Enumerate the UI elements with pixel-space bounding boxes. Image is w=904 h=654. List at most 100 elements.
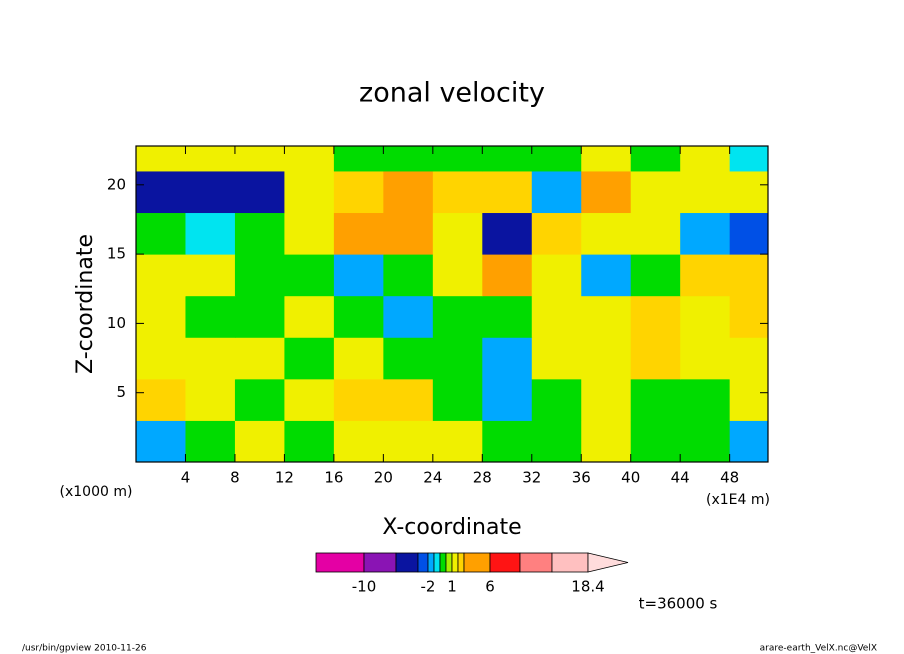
field-cell	[630, 337, 681, 380]
field-cell	[333, 146, 384, 172]
field-cell	[680, 420, 731, 462]
field-cell	[383, 295, 434, 338]
footer-left: /usr/bin/gpview 2010-11-26	[22, 644, 147, 654]
field-cell	[630, 420, 681, 462]
field-cell	[581, 337, 632, 380]
field-cell	[333, 170, 384, 214]
y-tick-label: 20	[107, 175, 126, 193]
field-cell	[234, 254, 285, 297]
x-tick-label: 28	[473, 469, 492, 487]
colorbar-segment	[427, 552, 435, 573]
colorbar-segment	[395, 552, 419, 573]
field-cell	[234, 212, 285, 255]
field-cell	[185, 420, 236, 462]
field-cell	[383, 212, 434, 255]
x-tick-label: 32	[522, 469, 541, 487]
colorbar-tick-label: -2	[421, 578, 436, 596]
field-cell	[284, 378, 335, 421]
field-cell	[284, 254, 335, 297]
field-cell	[680, 146, 731, 172]
field-cell	[581, 170, 632, 214]
colorbar-tick-label: 18.4	[571, 578, 604, 596]
field-cell	[531, 337, 582, 380]
field-cell	[185, 295, 236, 338]
field-cell	[729, 146, 768, 172]
field-cell	[333, 254, 384, 297]
field-cell	[432, 420, 483, 462]
field-cell	[185, 378, 236, 421]
colorbar-segment	[463, 552, 491, 573]
field-cell	[383, 378, 434, 421]
field-cell	[680, 254, 731, 297]
field-cell	[482, 337, 533, 380]
field-cell	[333, 337, 384, 380]
field-cell	[284, 295, 335, 338]
field-cell	[680, 378, 731, 421]
field-cell	[383, 420, 434, 462]
field-cell	[333, 378, 384, 421]
field-cell	[581, 254, 632, 297]
x-tick-label: 44	[671, 469, 690, 487]
colorbar-segment	[363, 552, 397, 573]
field-cell	[531, 170, 582, 214]
field-cell	[680, 295, 731, 338]
colorbar-tick-label: 6	[485, 578, 495, 596]
y-tick-label: 10	[107, 314, 126, 332]
field-cell	[531, 254, 582, 297]
field-cell	[531, 420, 582, 462]
field-cell	[284, 337, 335, 380]
colorbar-extension	[587, 552, 629, 573]
colorbar-segment	[433, 552, 441, 573]
y-tick-label: 5	[116, 383, 126, 401]
colorbar-segment	[445, 552, 453, 573]
colorbar-tick-label: -10	[352, 578, 377, 596]
field-cell	[581, 295, 632, 338]
field-cell	[234, 378, 285, 421]
colorbar-segment	[551, 552, 589, 573]
field-cell	[234, 337, 285, 380]
field-cell	[136, 170, 186, 214]
field-cell	[581, 378, 632, 421]
field-cell	[185, 337, 236, 380]
colorbar-segment	[417, 552, 429, 573]
field-cell	[284, 170, 335, 214]
x-tick-label: 8	[230, 469, 240, 487]
chart-title: zonal velocity	[359, 78, 545, 109]
field-cell	[136, 378, 186, 421]
field-cell	[432, 212, 483, 255]
x-tick-label: 36	[572, 469, 591, 487]
field-cell	[729, 170, 768, 214]
field-cell	[729, 254, 768, 297]
field-cell	[482, 254, 533, 297]
field-cell	[185, 254, 236, 297]
field-cell	[531, 295, 582, 338]
field-cell	[333, 420, 384, 462]
field-cell	[482, 378, 533, 421]
field-cell	[383, 337, 434, 380]
colorbar-segment	[451, 552, 459, 573]
field-cell	[284, 420, 335, 462]
field-cell	[630, 378, 681, 421]
field-cell	[136, 337, 186, 380]
colorbar-segment	[457, 552, 465, 573]
field-cell	[234, 420, 285, 462]
colorbar-tick-label: 1	[447, 578, 457, 596]
field-cell	[185, 170, 236, 214]
field-cell	[729, 337, 768, 380]
colorbar-segment	[489, 552, 521, 573]
field-cell	[136, 295, 186, 338]
field-cell	[383, 170, 434, 214]
field-cell	[284, 212, 335, 255]
y-axis-label: Z-coordinate	[73, 234, 98, 374]
field-cell	[185, 146, 236, 172]
field-cell	[432, 170, 483, 214]
colorbar: -10 -2 1 6 18.4	[315, 552, 629, 596]
y-unit: (x1000 m)	[60, 484, 133, 500]
field-cell	[680, 337, 731, 380]
x-tick-label: 40	[621, 469, 640, 487]
field-cell	[383, 146, 434, 172]
field-cell	[284, 146, 335, 172]
field-cell	[531, 378, 582, 421]
field-cell	[581, 420, 632, 462]
